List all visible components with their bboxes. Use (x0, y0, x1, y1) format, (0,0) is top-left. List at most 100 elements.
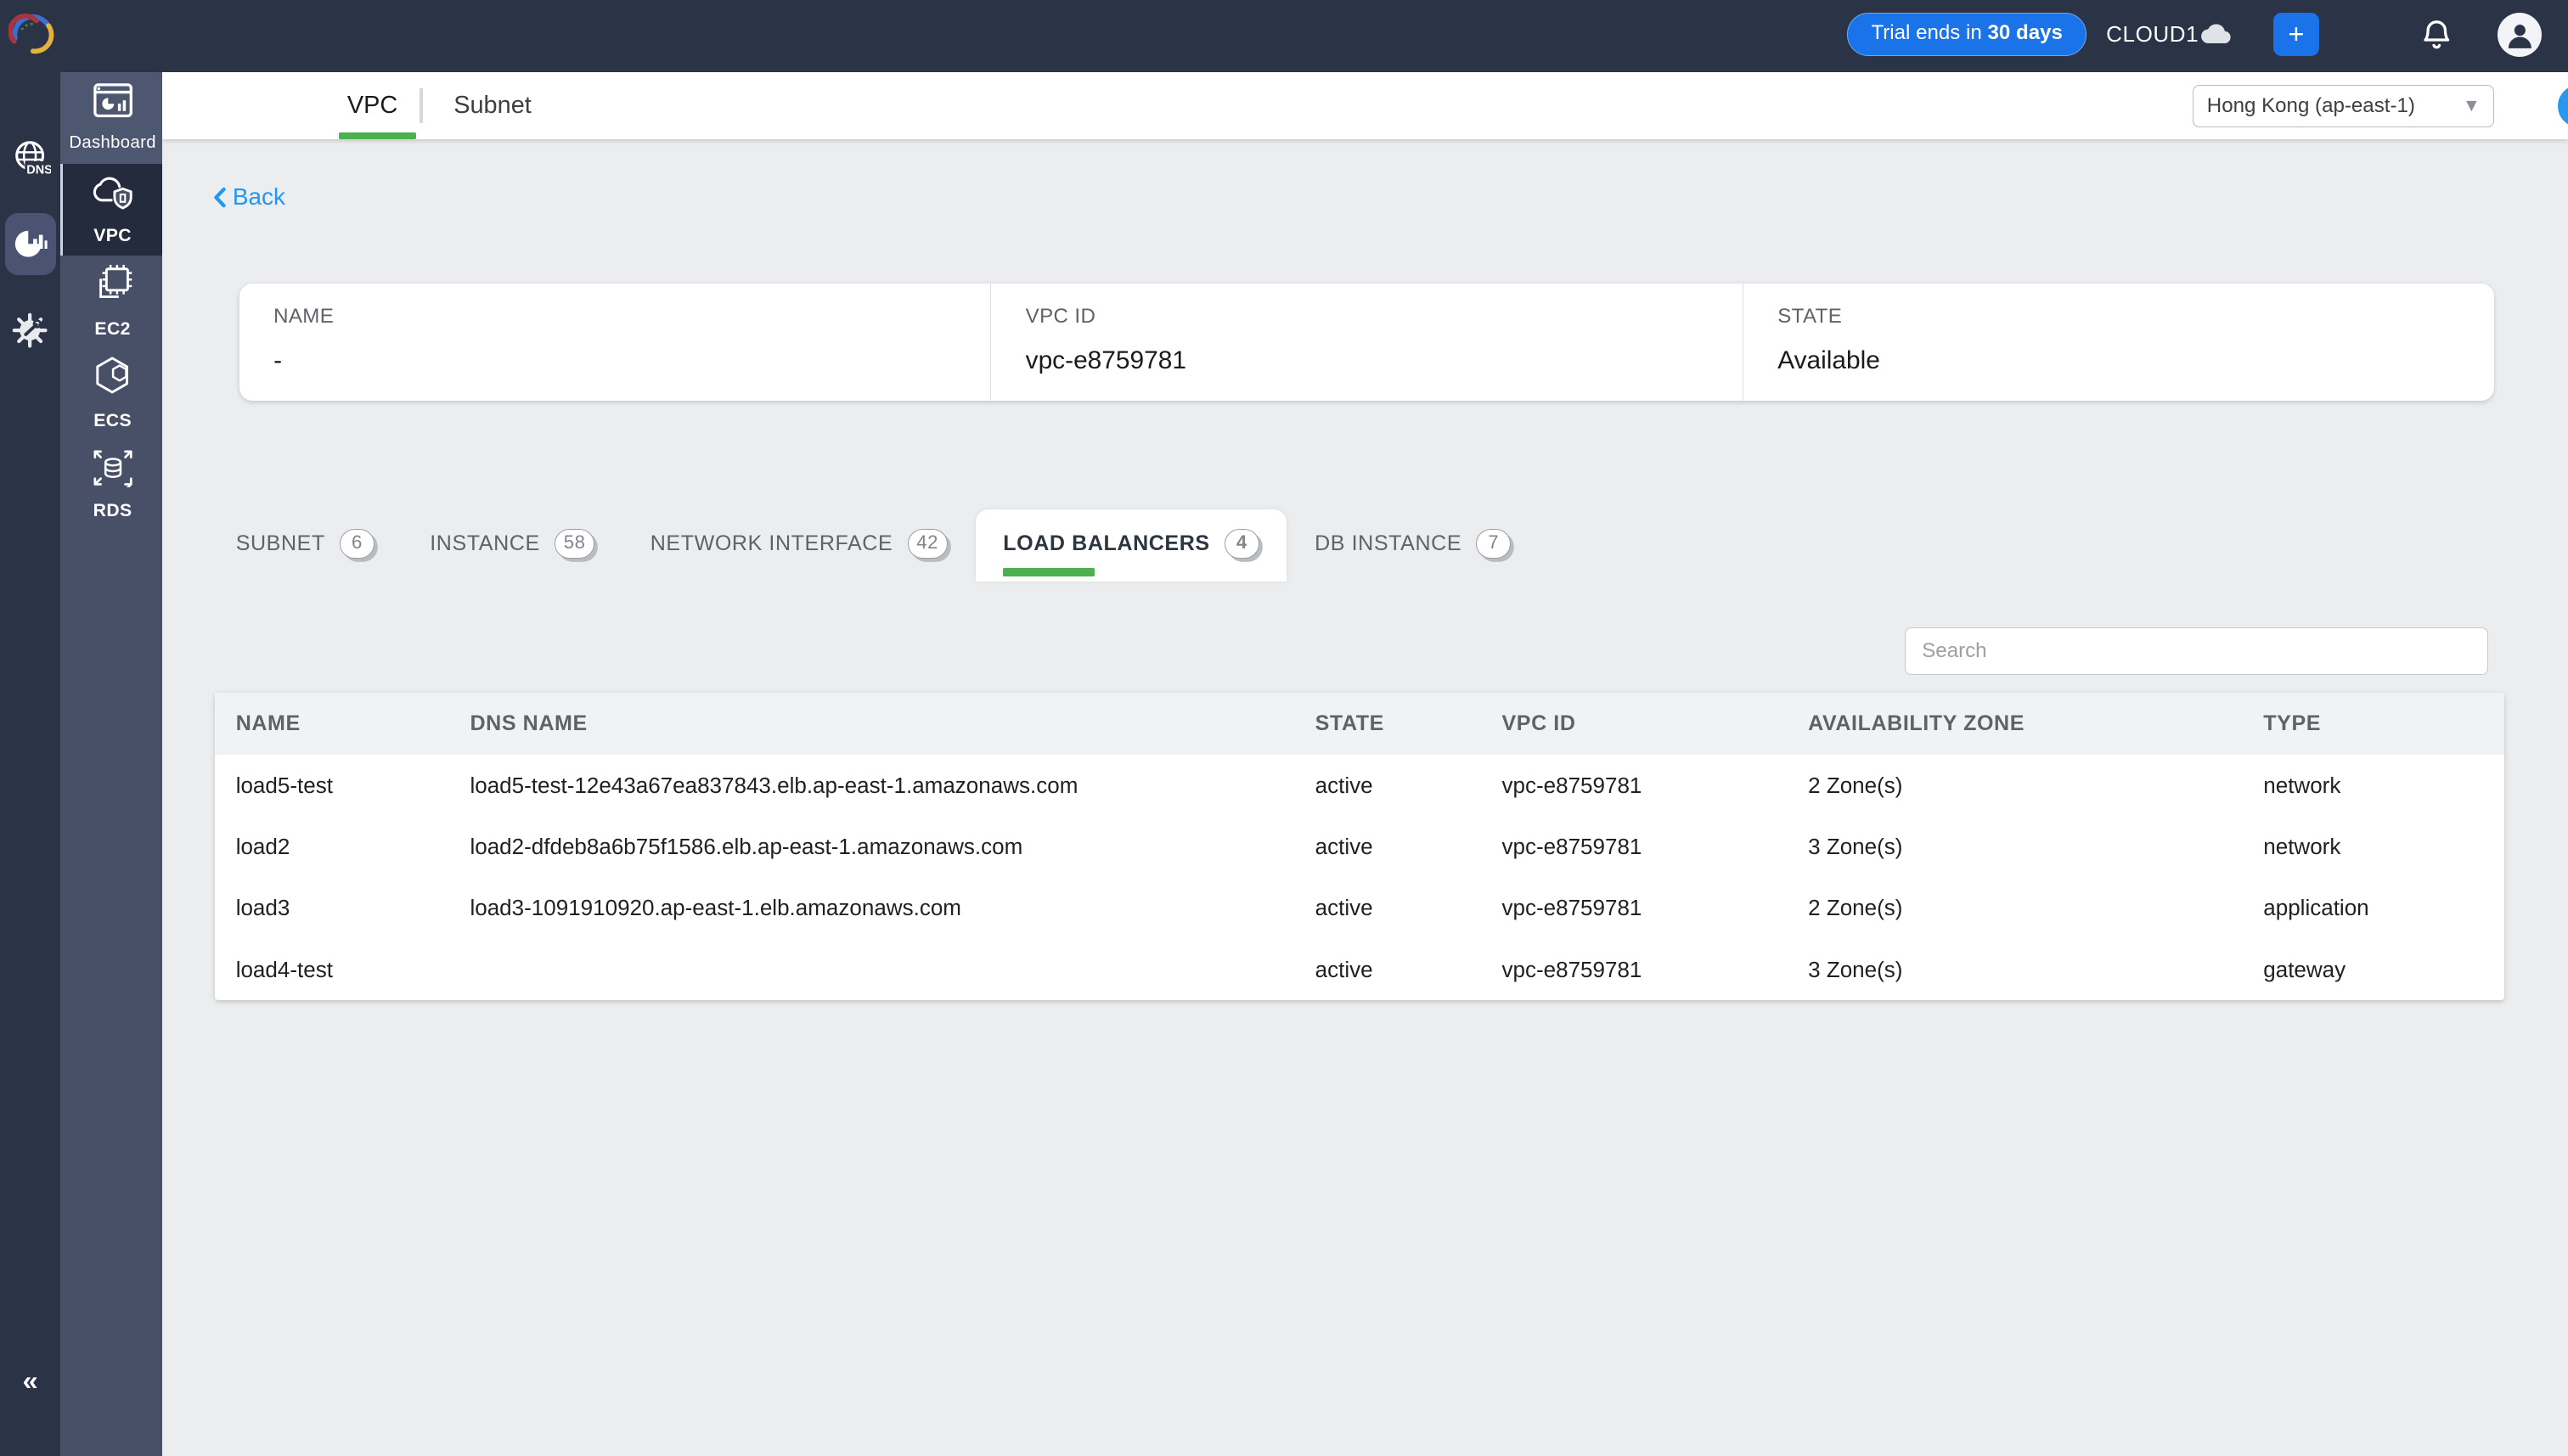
summary-value: - (273, 346, 283, 374)
cell-vpc-id: vpc-e8759781 (1501, 834, 1642, 860)
cell-availability-zone: 3 Zone(s) (1808, 834, 1903, 860)
search-input[interactable] (1904, 627, 2488, 675)
sidebar-item-label: Dashboard (69, 133, 156, 153)
resource-tabs: SUBNET 6 INSTANCE 58 NETWORK INTERFACE 4… (208, 509, 1539, 582)
sidebar-item-dashboard[interactable]: Dashboard (60, 71, 162, 164)
add-button[interactable]: + (2272, 13, 2319, 56)
tab-load-balancers[interactable]: LOAD BALANCERS 4 (975, 509, 1287, 582)
cell-type: network (2263, 834, 2341, 860)
summary-state-section: STATE Available (1742, 283, 2495, 402)
tab-label: LOAD BALANCERS (1003, 531, 1210, 555)
plus-icon: + (2288, 18, 2305, 50)
table-row[interactable]: load3 load3-1091910920.ap-east-1.elb.ama… (215, 878, 2504, 939)
summary-value: vpc-e8759781 (1025, 346, 1186, 374)
table-row[interactable]: load2 load2-dfdeb8a6b75f1586.elb.ap-east… (215, 816, 2504, 877)
sidebar-item-vpc[interactable]: VPC (60, 163, 162, 256)
tab-db-instance[interactable]: DB INSTANCE 7 (1287, 509, 1538, 582)
cell-state: active (1315, 956, 1373, 982)
cell-dns-name: load2-dfdeb8a6b75f1586.elb.ap-east-1.ama… (470, 834, 1023, 860)
trial-text: Trial ends in (1871, 21, 1982, 45)
cell-vpc-id: vpc-e8759781 (1501, 956, 1642, 982)
table-row[interactable]: load5-test load5-test-12e43a67ea837843.e… (215, 755, 2504, 816)
cell-name: load2 (235, 834, 290, 860)
count-badge: 42 (907, 528, 948, 559)
app-logo (7, 10, 58, 59)
summary-label: VPC ID (1025, 304, 1096, 328)
cell-vpc-id: vpc-e8759781 (1501, 895, 1642, 921)
cell-state: active (1315, 834, 1373, 860)
ec2-chip-icon (92, 263, 134, 312)
trial-days: 30 days (1987, 21, 2063, 45)
cell-name: load5-test (235, 772, 333, 798)
sidebar-item-label: EC2 (94, 318, 131, 339)
cell-availability-zone: 2 Zone(s) (1808, 772, 1903, 798)
chevron-down-icon: ▼ (2462, 96, 2481, 116)
provider-amazon-button[interactable]: aws Amazon (2558, 85, 2568, 128)
tab-instance-resources[interactable]: INSTANCE 58 (402, 509, 622, 582)
account-name: CLOUD1 (2106, 21, 2199, 48)
tab-subnet[interactable]: Subnet (453, 91, 532, 119)
summary-vpcid-section: VPC ID vpc-e8759781 (990, 283, 1743, 402)
cell-dns-name: load3-1091910920.ap-east-1.elb.amazonaws… (470, 895, 961, 921)
vpc-summary-card: NAME - VPC ID vpc-e8759781 STATE Availab… (239, 283, 2495, 402)
trial-banner-button[interactable]: Trial ends in 30 days (1847, 13, 2086, 56)
table-header-row: NAME DNS NAME STATE VPC ID AVAILABILITY … (214, 692, 2504, 756)
svg-text:DNS: DNS (26, 163, 51, 177)
icon-rail: DNS « (0, 0, 61, 1456)
column-header: STATE (1315, 711, 1384, 735)
count-badge: 6 (340, 528, 374, 559)
tab-divider (419, 88, 423, 123)
region-selected-value: Hong Kong (ap-east-1) (2206, 94, 2415, 118)
back-link[interactable]: Back (213, 183, 285, 211)
sidebar-item-label: ECS (93, 410, 132, 430)
region-selector[interactable]: Hong Kong (ap-east-1) ▼ (2193, 85, 2495, 128)
summary-label: NAME (273, 304, 335, 328)
summary-name-section: NAME - (239, 284, 991, 402)
table-body: load5-test load5-test-12e43a67ea837843.e… (215, 755, 2504, 1000)
dns-globe-icon[interactable]: DNS (0, 138, 60, 178)
tab-label: NETWORK INTERFACE (650, 531, 893, 555)
tab-vpc[interactable]: VPC (346, 91, 398, 119)
dashboard-icon (93, 82, 133, 126)
cell-availability-zone: 3 Zone(s) (1808, 956, 1903, 982)
tab-subnet-resources[interactable]: SUBNET 6 (208, 509, 403, 582)
load-balancers-table: NAME DNS NAME STATE VPC ID AVAILABILITY … (214, 692, 2504, 1001)
service-sidebar: Dashboard VPC EC2 (60, 71, 162, 1456)
vpc-cloud-shield-icon (90, 173, 136, 219)
page-header: VPC Subnet Hong Kong (ap-east-1) ▼ aws A… (161, 71, 2568, 139)
rds-database-icon (92, 448, 134, 494)
cell-dns-name: load5-test-12e43a67ea837843.elb.ap-east-… (470, 772, 1078, 798)
sidebar-item-rds[interactable]: RDS (60, 439, 162, 531)
tab-label: SUBNET (235, 531, 325, 555)
table-row[interactable]: load4-test active vpc-e8759781 3 Zone(s)… (215, 939, 2504, 1000)
cell-type: gateway (2263, 956, 2346, 982)
sidebar-item-label: RDS (93, 500, 132, 520)
cloud-icon (2199, 21, 2233, 54)
cell-type: application (2263, 895, 2369, 921)
column-header: AVAILABILITY ZONE (1808, 711, 2025, 735)
count-badge: 58 (555, 528, 595, 559)
summary-label: STATE (1777, 304, 1843, 328)
active-tab-underline (339, 132, 416, 139)
collapse-sidebar-button[interactable]: « (22, 1363, 38, 1396)
chevron-left-icon (214, 188, 226, 208)
gear-wrench-icon[interactable] (0, 311, 60, 351)
sidebar-item-ec2[interactable]: EC2 (60, 256, 162, 347)
tab-network-interface[interactable]: NETWORK INTERFACE 42 (622, 509, 976, 582)
cell-state: active (1315, 895, 1373, 921)
user-avatar[interactable] (2498, 13, 2543, 58)
cell-availability-zone: 2 Zone(s) (1808, 895, 1903, 921)
notifications-bell-icon[interactable] (2420, 18, 2456, 53)
pie-chart-icon[interactable] (4, 212, 56, 275)
column-header: VPC ID (1501, 711, 1576, 735)
sidebar-item-ecs[interactable]: ECS (60, 347, 162, 439)
column-header: TYPE (2263, 711, 2322, 735)
tab-label: DB INSTANCE (1315, 531, 1462, 555)
cell-vpc-id: vpc-e8759781 (1501, 772, 1642, 798)
summary-value: Available (1777, 346, 1880, 374)
cell-name: load3 (235, 895, 290, 921)
back-label: Back (232, 183, 285, 210)
cell-name: load4-test (235, 956, 333, 982)
column-header: DNS NAME (470, 711, 588, 735)
tab-label: INSTANCE (430, 531, 540, 555)
